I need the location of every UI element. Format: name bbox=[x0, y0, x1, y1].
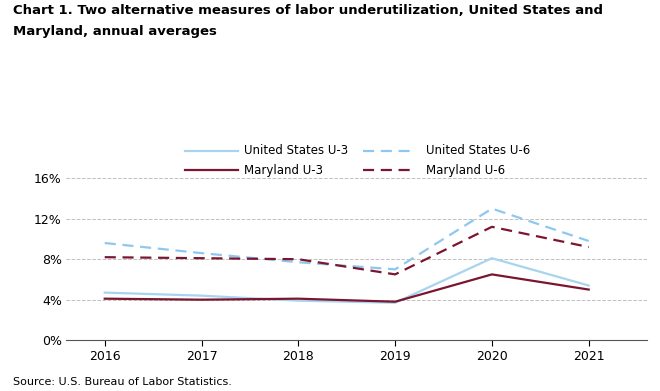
Text: Maryland, annual averages: Maryland, annual averages bbox=[13, 25, 217, 38]
Text: United States U-6: United States U-6 bbox=[426, 144, 530, 157]
Text: Source: U.S. Bureau of Labor Statistics.: Source: U.S. Bureau of Labor Statistics. bbox=[13, 377, 232, 387]
Text: United States U-3: United States U-3 bbox=[244, 144, 348, 157]
Text: Maryland U-6: Maryland U-6 bbox=[426, 163, 505, 177]
Text: Maryland U-3: Maryland U-3 bbox=[244, 163, 323, 177]
Text: Chart 1. Two alternative measures of labor underutilization, United States and: Chart 1. Two alternative measures of lab… bbox=[13, 4, 603, 17]
